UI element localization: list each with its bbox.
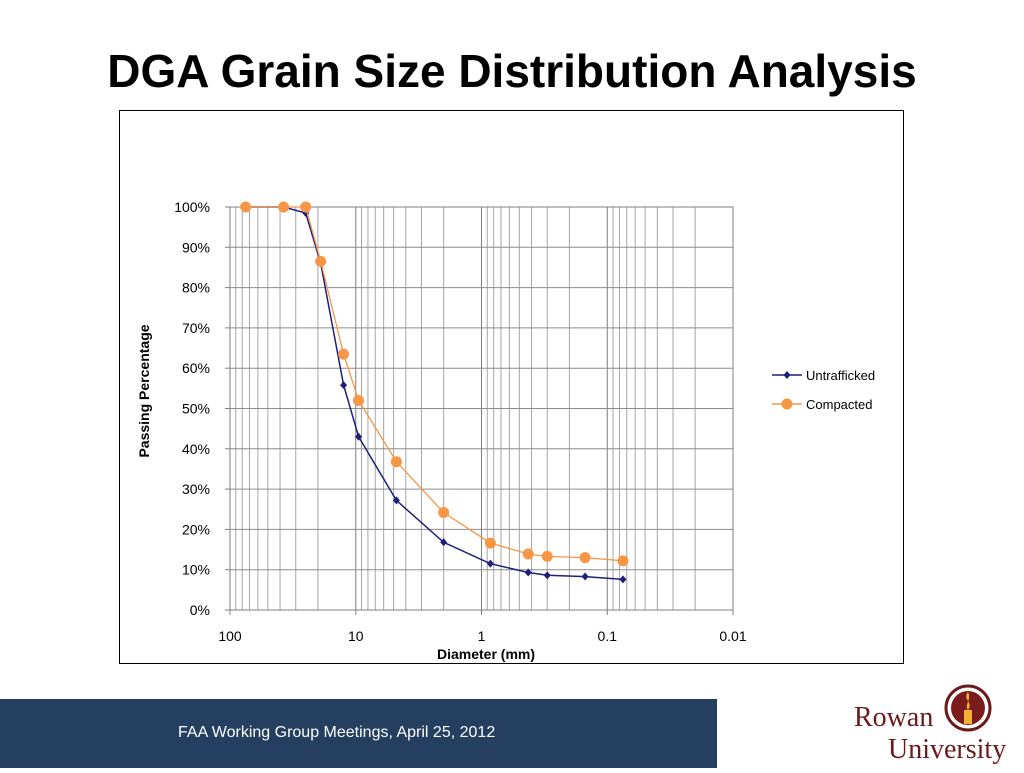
legend-marker-compacted bbox=[781, 398, 793, 410]
point-untrafficked bbox=[392, 496, 400, 505]
series-layer bbox=[240, 201, 629, 584]
footer-bar bbox=[0, 699, 717, 768]
y-tick-label: 20% bbox=[182, 521, 210, 537]
legend-label-untrafficked: Untrafficked bbox=[806, 368, 875, 383]
grain-size-chart: 0% 10% 20% 30% 40% 50% 60% 70% 80% 90% 100% 100 10 1 0… bbox=[136, 199, 875, 662]
legend-marker-untrafficked bbox=[783, 371, 791, 379]
point-compacted bbox=[353, 394, 365, 406]
y-tick-label: 60% bbox=[182, 360, 210, 376]
point-compacted bbox=[438, 506, 450, 518]
series-line-compacted bbox=[245, 206, 624, 562]
x-tick-label: 10 bbox=[348, 628, 364, 644]
point-untrafficked bbox=[486, 559, 494, 568]
x-tick-label: 100 bbox=[218, 628, 242, 644]
footer-text: FAA Working Group Meetings, April 25, 20… bbox=[178, 724, 496, 741]
logo-word-2: University bbox=[888, 734, 1006, 765]
point-untrafficked bbox=[543, 571, 551, 580]
logo-word-1: Rowan bbox=[854, 702, 933, 733]
grid-lines bbox=[230, 206, 734, 611]
x-tick-label: 0.1 bbox=[598, 628, 618, 644]
point-compacted bbox=[579, 552, 591, 564]
x-axis-label: Diameter (mm) bbox=[437, 646, 535, 662]
y-tick-label: 0% bbox=[190, 602, 210, 618]
torch-flame-icon bbox=[966, 692, 970, 710]
point-untrafficked bbox=[619, 575, 627, 584]
y-tick-label: 90% bbox=[182, 239, 210, 255]
y-tick-label: 100% bbox=[174, 199, 210, 215]
point-untrafficked bbox=[440, 538, 448, 547]
legend: Untrafficked Compacted bbox=[772, 368, 875, 412]
point-compacted bbox=[484, 537, 496, 549]
point-compacted bbox=[617, 555, 629, 567]
point-untrafficked bbox=[355, 432, 363, 441]
point-compacted bbox=[315, 255, 327, 267]
y-tick-label: 70% bbox=[182, 320, 210, 336]
point-compacted bbox=[541, 550, 553, 562]
axes: 0% 10% 20% 30% 40% 50% 60% 70% 80% 90% 100% 100 10 1 0… bbox=[174, 199, 747, 644]
point-compacted bbox=[390, 456, 402, 468]
y-axis-label: Passing Percentage bbox=[136, 324, 152, 457]
y-tick-label: 40% bbox=[182, 441, 210, 457]
torch-handle-icon bbox=[964, 710, 972, 724]
point-untrafficked bbox=[524, 568, 532, 577]
point-compacted bbox=[338, 348, 350, 360]
x-tick-label: 1 bbox=[478, 628, 486, 644]
rowan-university-logo: Rowan University bbox=[848, 682, 1024, 768]
y-tick-label: 80% bbox=[182, 280, 210, 296]
slide-title: DGA Grain Size Distribution Analysis bbox=[107, 45, 917, 97]
point-compacted bbox=[300, 201, 312, 213]
legend-label-compacted: Compacted bbox=[806, 397, 872, 412]
point-compacted bbox=[522, 548, 534, 560]
y-tick-label: 50% bbox=[182, 401, 210, 417]
point-untrafficked bbox=[581, 572, 589, 581]
x-tick-label: 0.01 bbox=[719, 628, 746, 644]
point-compacted bbox=[278, 201, 290, 213]
series-line-untrafficked bbox=[245, 206, 624, 581]
point-compacted bbox=[240, 201, 252, 213]
point-untrafficked bbox=[340, 381, 348, 390]
chart-frame: 0% 10% 20% 30% 40% 50% 60% 70% 80% 90% 100% 100 10 1 0… bbox=[119, 110, 904, 664]
y-tick-label: 10% bbox=[182, 562, 210, 578]
y-tick-label: 30% bbox=[182, 481, 210, 497]
